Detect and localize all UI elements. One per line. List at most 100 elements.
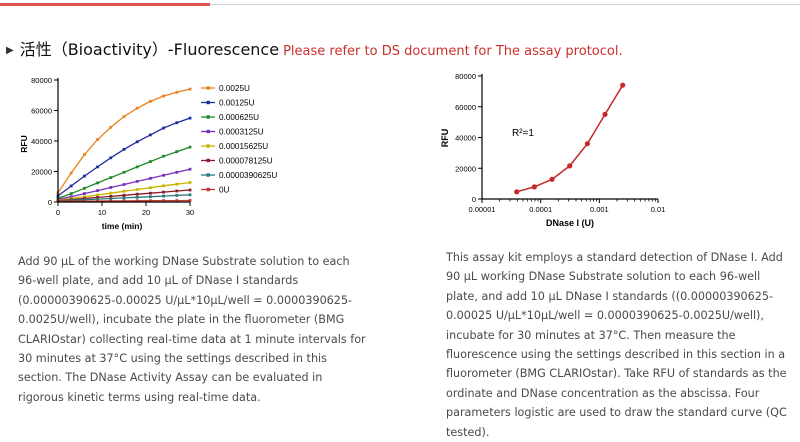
kinetic-data-point [83, 174, 86, 178]
legend-swatch-marker [206, 158, 210, 163]
kinetic-data-point [135, 192, 139, 196]
kinetic-data-point [83, 153, 86, 157]
kinetic-data-point [175, 121, 179, 125]
kinetic-data-point [83, 186, 86, 190]
kinetic-data-point [162, 94, 165, 98]
kinetic-data-point [149, 199, 152, 203]
kinetic-data-point [83, 195, 86, 199]
kinetic-data-point [109, 195, 113, 198]
kinetic-data-point [96, 165, 99, 169]
legend-label: 0.00125U [219, 99, 255, 108]
kinetic-y-axis-label: RFU [19, 135, 29, 152]
legend-swatch-marker [206, 129, 210, 134]
kinetic-x-axis-label: time (min) [102, 221, 143, 231]
kinetic-data-point [69, 199, 73, 203]
standard-y-tick-label: 40000 [455, 134, 476, 143]
r-squared-annotation: R²=1 [512, 128, 534, 139]
standard-data-point [620, 82, 626, 88]
kinetic-data-point [69, 184, 73, 188]
kinetic-data-point [96, 199, 99, 203]
kinetic-data-point [162, 194, 165, 198]
kinetic-data-point [149, 177, 152, 180]
legend-label: 0.000625U [219, 113, 259, 122]
protocol-note: Please refer to DS document for The assa… [283, 44, 623, 59]
legend-swatch-marker [206, 173, 210, 177]
kinetic-data-point [162, 126, 165, 130]
legend-label: 0.000078125U [219, 157, 273, 166]
kinetic-description: Add 90 μL of the working DNase Substrate… [18, 255, 366, 404]
kinetic-data-point [69, 171, 73, 175]
kinetic-data-point [122, 115, 126, 118]
kinetic-data-point [149, 160, 152, 163]
kinetic-data-point [96, 138, 99, 141]
kinetic-data-point [188, 199, 192, 202]
kinetic-data-point [109, 125, 113, 129]
kinetic-data-point [188, 87, 192, 91]
standard-data-point [514, 189, 520, 195]
kinetic-data-point [162, 199, 165, 202]
standard-x-axis-label: DNase I (U) [546, 218, 594, 228]
kinetic-data-point [109, 186, 113, 189]
standard-axes: 0 20000 40000 60000 80000 0.00001 0.0001 0.001 0… [455, 72, 665, 214]
kinetic-legend: 0.0025U 0.00125U 0.000625U 0.0003125U 0.0001… [201, 84, 277, 195]
kinetic-x-tick-label: 0 [56, 208, 60, 217]
standard-x-tick-label: 0.01 [651, 205, 666, 214]
kinetic-y-tick-label: 80000 [31, 76, 52, 85]
kinetic-data-point [149, 191, 152, 195]
kinetic-x-tick-label: 20 [142, 208, 150, 217]
kinetic-data-point [122, 196, 126, 200]
standard-y-tick-label: 60000 [455, 103, 476, 112]
kinetic-data-point [175, 194, 179, 197]
standard-plot-area [514, 82, 626, 195]
standard-data-point [602, 111, 608, 117]
kinetic-axes: 0 20000 40000 60000 80000 0 10 20 30 [31, 76, 194, 217]
kinetic-data-point [96, 181, 99, 185]
legend-label: 0.0025U [219, 84, 250, 93]
section-heading: ▶ 活性（Bioactivity）-Fluorescence Please refe… [6, 36, 623, 60]
standard-data-point [567, 163, 573, 169]
kinetic-data-point [109, 197, 113, 200]
kinetic-data-point [175, 182, 179, 186]
kinetic-data-point [175, 90, 179, 94]
kinetic-data-point [188, 181, 192, 184]
kinetic-data-point [96, 197, 99, 201]
legend-swatch-marker [206, 144, 210, 148]
bullet-icon: ▶ [6, 45, 14, 56]
kinetic-data-point [162, 154, 165, 158]
legend-label: 0.0003125U [219, 128, 264, 137]
kinetic-data-point [175, 199, 179, 202]
kinetic-data-point [122, 199, 126, 203]
kinetic-data-point [175, 170, 179, 174]
legend-swatch-marker [206, 100, 210, 105]
kinetic-data-point [188, 167, 192, 171]
kinetic-data-point [149, 186, 152, 190]
kinetic-data-point [122, 183, 126, 186]
standard-data-point [549, 176, 555, 182]
standard-y-tick-label: 0 [472, 195, 476, 204]
kinetic-data-point [109, 199, 113, 203]
kinetic-data-point [162, 173, 165, 177]
standard-y-axis-label: RFU [440, 129, 450, 148]
kinetic-data-point [135, 106, 139, 110]
kinetic-data-point [96, 193, 99, 197]
kinetic-data-point [188, 145, 192, 149]
kinetic-data-point [188, 193, 192, 197]
kinetic-y-tick-label: 60000 [31, 107, 52, 116]
kinetic-data-point [122, 148, 126, 151]
standard-y-tick-label: 20000 [455, 164, 476, 173]
standard-data-point [584, 141, 590, 147]
kinetic-data-point [135, 188, 139, 191]
kinetic-data-point [175, 189, 179, 193]
kinetic-data-point [162, 190, 165, 194]
top-rule [0, 4, 800, 5]
legend-swatch-marker [206, 187, 210, 192]
kinetic-series-line [57, 88, 191, 194]
legend-swatch-marker [206, 86, 210, 90]
kinetic-plot-area [56, 87, 192, 203]
legend-swatch-marker [206, 115, 210, 119]
kinetic-data-point [122, 193, 126, 197]
kinetic-data-point [175, 150, 179, 154]
kinetic-data-point [135, 165, 139, 169]
kinetic-data-point [149, 100, 152, 103]
top-accent-bar [0, 3, 210, 6]
